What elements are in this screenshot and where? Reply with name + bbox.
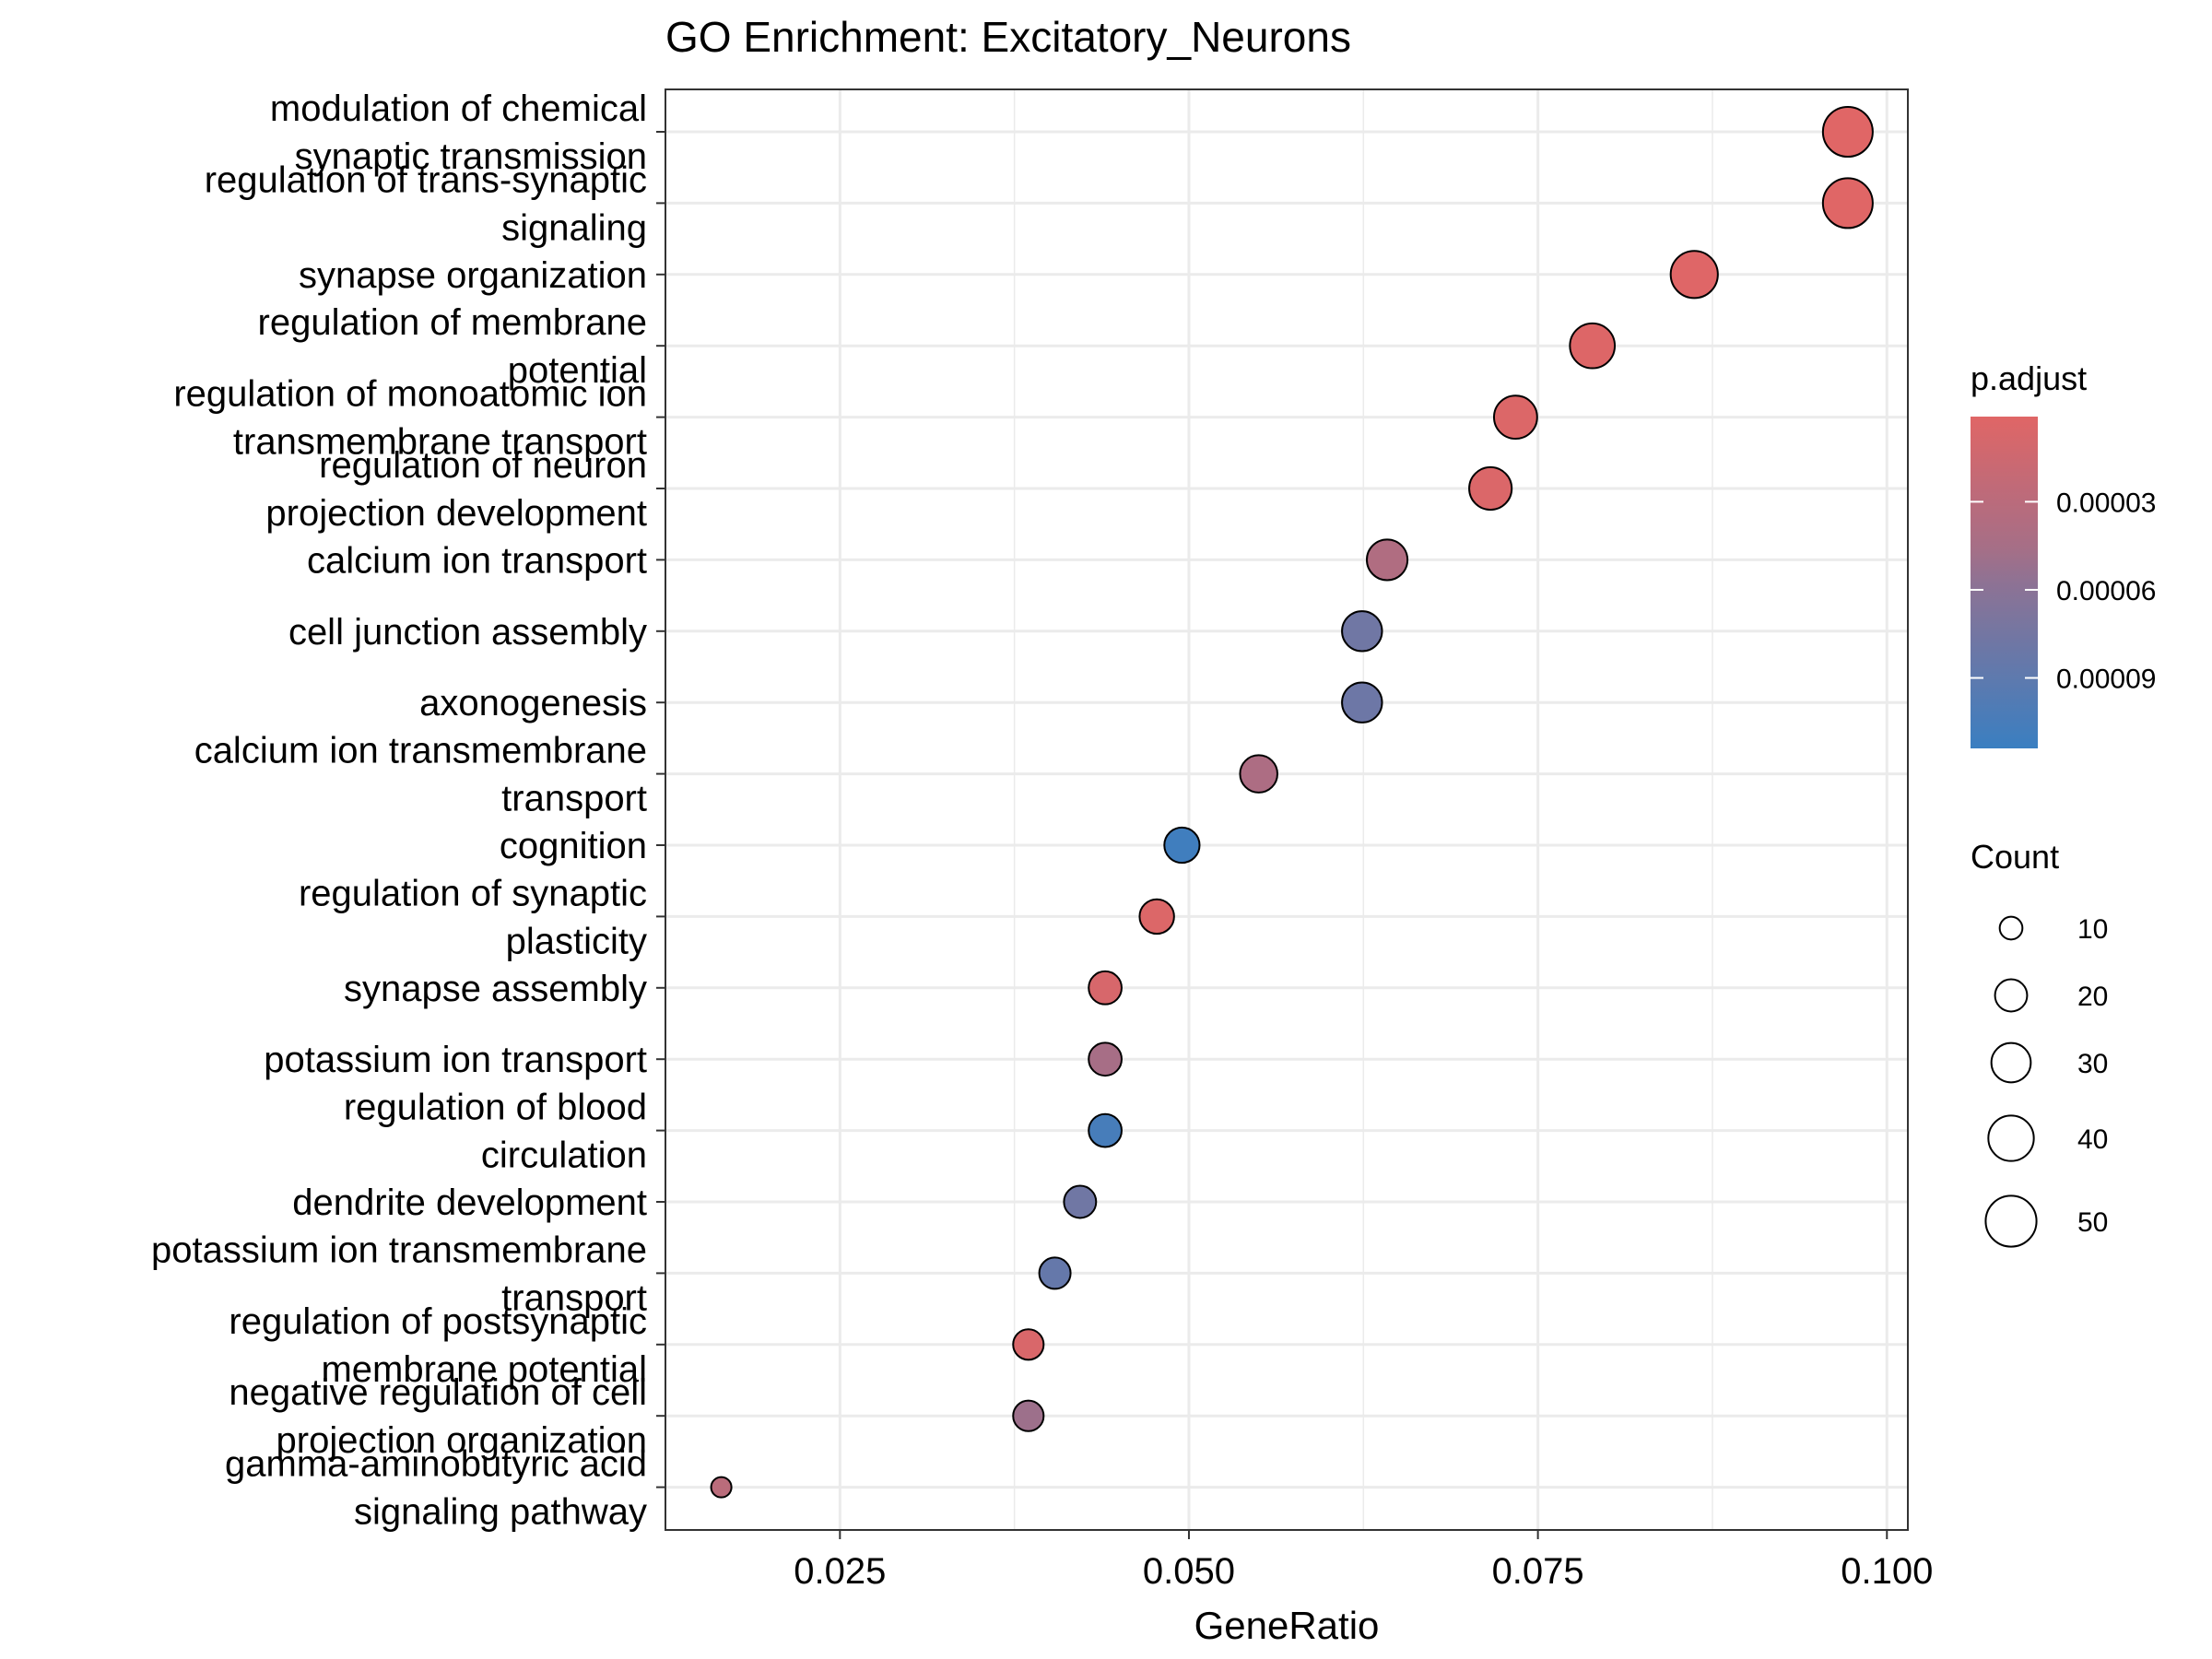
- y-tick-label: regulation of monoatomic ion: [173, 374, 647, 415]
- size-legend-label: 10: [2077, 914, 2108, 945]
- y-tick-label: cognition: [500, 826, 647, 866]
- y-tick-label: membrane potential: [321, 1349, 647, 1390]
- x-tick-label: 0.050: [1143, 1551, 1235, 1592]
- y-tick-label: synapse assembly: [344, 969, 647, 1009]
- size-legend-label: 20: [2077, 982, 2108, 1012]
- x-tick-label: 0.100: [1841, 1551, 1933, 1592]
- y-tick-label: negative regulation of cell: [229, 1372, 647, 1413]
- data-point: [1012, 1328, 1045, 1361]
- y-tick-label: gamma-aminobutyric acid: [225, 1444, 647, 1485]
- y-tick-label: transmembrane transport: [233, 422, 647, 463]
- y-tick-label: synapse organization: [299, 255, 647, 296]
- size-legend-key: [1994, 978, 2029, 1013]
- size-legend-key: [1990, 1041, 2032, 1084]
- color-legend-label: 0.00009: [2056, 665, 2156, 695]
- data-point: [1669, 250, 1719, 300]
- y-tick-label: projection development: [265, 493, 647, 534]
- y-tick-label: regulation of blood: [344, 1088, 647, 1128]
- y-tick-label: regulation of neuron: [319, 445, 647, 486]
- data-point: [1038, 1256, 1072, 1290]
- data-points: [710, 105, 1874, 1499]
- data-point: [1012, 1399, 1045, 1432]
- data-point: [1341, 610, 1383, 653]
- x-tick-label: 0.025: [794, 1551, 886, 1592]
- y-tick-label: regulation of membrane: [258, 302, 647, 343]
- color-legend-label: 0.00003: [2056, 488, 2156, 518]
- y-tick-labels: modulation of chemical synaptic transmiss…: [151, 88, 665, 1533]
- x-tick-label: 0.075: [1492, 1551, 1584, 1592]
- y-tick-label: circulation: [481, 1135, 647, 1176]
- y-tick-label: potassium ion transmembrane: [151, 1230, 647, 1270]
- data-point: [710, 1476, 733, 1499]
- y-tick-label: synaptic transmission: [295, 136, 647, 177]
- y-tick-label: transport: [501, 779, 647, 819]
- y-tick-label: potential: [508, 350, 647, 391]
- data-point: [1821, 105, 1874, 159]
- size-legend-label: 50: [2077, 1207, 2108, 1238]
- color-legend-title: p.adjust: [1971, 359, 2087, 397]
- data-point: [1088, 1041, 1123, 1077]
- chart-title: GO Enrichment: Excitatory_Neurons: [665, 13, 1351, 61]
- y-tick-label: signaling pathway: [354, 1492, 647, 1533]
- size-legend-key: [1998, 915, 2024, 941]
- size-legend-label: 40: [2077, 1124, 2108, 1155]
- x-ticks: 0.025 0.050 0.075 0.100: [794, 1530, 1933, 1592]
- data-point: [1239, 754, 1278, 794]
- data-point: [1088, 1112, 1123, 1148]
- y-tick-label: calcium ion transport: [307, 540, 647, 581]
- y-tick-label: projection organization: [276, 1420, 647, 1461]
- data-point: [1341, 681, 1383, 724]
- y-tick-label: plasticity: [506, 921, 647, 961]
- data-point: [1569, 322, 1617, 370]
- size-legend-title: Count: [1971, 838, 2059, 876]
- data-point: [1365, 538, 1409, 582]
- size-legend-key: [1984, 1194, 2038, 1248]
- y-tick-label: transport: [501, 1277, 647, 1318]
- data-point: [1088, 970, 1123, 1006]
- y-tick-label: calcium ion transmembrane: [194, 731, 647, 771]
- y-tick-label: regulation of synaptic: [299, 873, 647, 913]
- data-point: [1063, 1184, 1098, 1219]
- legends: p.adjust 0.00003 0.00006 0.00009 Count 10 20 30…: [1971, 359, 2156, 1248]
- gridlines: [665, 89, 1908, 1530]
- y-tick-label: cell junction assembly: [288, 612, 647, 653]
- y-tick-label: regulation of trans-synaptic: [205, 159, 647, 200]
- x-axis-title: GeneRatio: [1194, 1604, 1380, 1647]
- data-point: [1821, 177, 1874, 229]
- data-point: [1492, 394, 1538, 441]
- data-point: [1468, 465, 1513, 512]
- y-tick-label: potassium ion transport: [264, 1040, 647, 1080]
- data-point: [1138, 898, 1175, 935]
- data-point: [1163, 826, 1201, 865]
- y-tick-label: regulation of postsynaptic: [229, 1301, 647, 1342]
- y-tick-label: axonogenesis: [419, 683, 647, 724]
- size-legend-key: [1987, 1114, 2035, 1162]
- y-tick-label: dendrite development: [292, 1182, 647, 1223]
- y-tick-label: signaling: [501, 207, 647, 248]
- color-legend-bar: [1971, 417, 2038, 748]
- y-tick-label: modulation of chemical: [270, 88, 647, 129]
- size-legend-label: 30: [2077, 1049, 2108, 1079]
- color-legend-label: 0.00006: [2056, 576, 2156, 606]
- panel-border: [665, 88, 1909, 1531]
